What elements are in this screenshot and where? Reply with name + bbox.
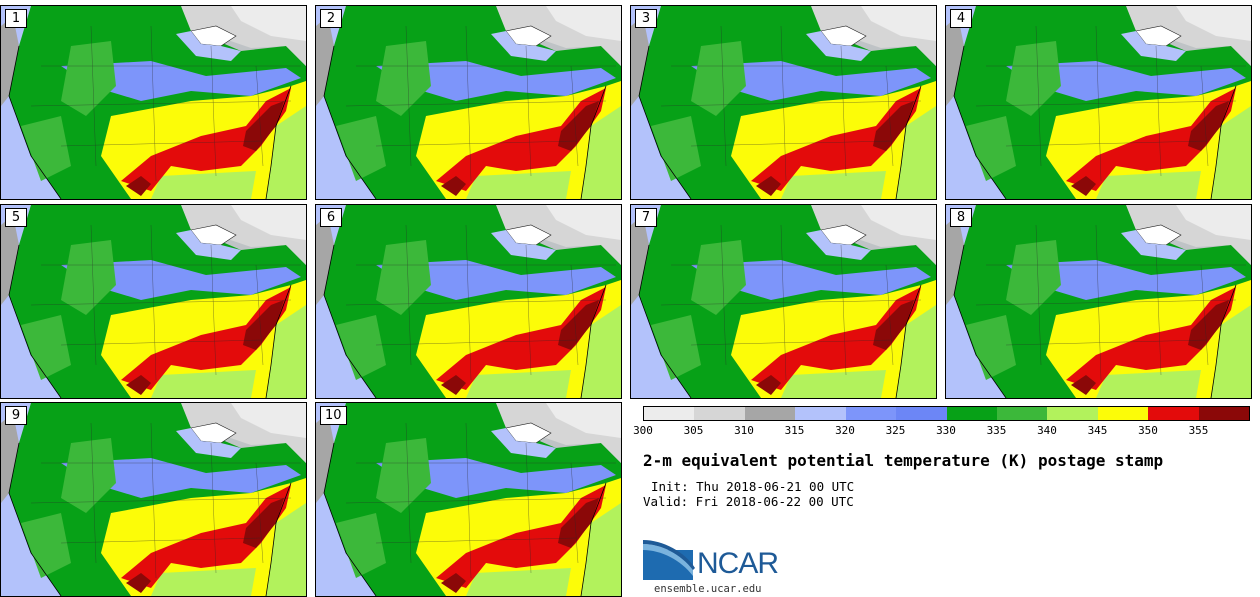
map-image (631, 205, 936, 398)
map-image (1, 403, 306, 596)
map-image (316, 6, 621, 199)
map-panel: 2 (315, 5, 622, 200)
map-image (1, 205, 306, 398)
map-panel: 5 (0, 204, 307, 399)
colorbar-tick: 345 (1087, 424, 1108, 437)
colorbar-segment (1198, 407, 1250, 420)
map-panel: 7 (630, 204, 937, 399)
colorbar-segment (845, 407, 897, 420)
panel-number: 3 (635, 9, 657, 28)
figure-title: 2-m equivalent potential temperature (K)… (643, 451, 1164, 470)
colorbar-ticks: 300 305 310 315 320 325 330 335 340 345 … (633, 424, 1249, 440)
map-panel: 6 (315, 204, 622, 399)
panel-number: 6 (320, 208, 342, 227)
panel-number: 10 (320, 406, 347, 425)
map-image (316, 403, 621, 596)
map-image (631, 6, 936, 199)
panel-number: 8 (950, 208, 972, 227)
colorbar-segment (946, 407, 997, 420)
map-image (316, 205, 621, 398)
colorbar-segment (1148, 407, 1199, 420)
colorbar-segment (1097, 407, 1149, 420)
colorbar-segment (795, 407, 846, 420)
ncar-logo-text: NCAR (697, 547, 779, 580)
map-panel: 1 (0, 5, 307, 200)
map-panel: 8 (945, 204, 1252, 399)
map-image (1, 6, 306, 199)
colorbar-tick: 355 (1188, 424, 1209, 437)
panel-number: 7 (635, 208, 657, 227)
colorbar-tick: 335 (986, 424, 1007, 437)
ncar-logo-icon (643, 540, 695, 580)
website-link[interactable]: ensemble.ucar.edu (654, 583, 762, 595)
colorbar-tick: 330 (936, 424, 956, 437)
panel-number: 1 (5, 9, 27, 28)
colorbar-tick: 300 (633, 424, 653, 437)
panel-number: 5 (5, 208, 27, 227)
colorbar-segment (744, 407, 796, 420)
colorbar-tick: 310 (734, 424, 754, 437)
colorbar-tick: 340 (1037, 424, 1057, 437)
panel-number: 4 (950, 9, 972, 28)
valid-time: Valid: Fri 2018-06-22 00 UTC (643, 494, 854, 509)
colorbar-tick: 315 (784, 424, 805, 437)
map-panel: 10 (315, 402, 622, 597)
colorbar-segment (996, 407, 1048, 420)
panel-number: 9 (5, 406, 27, 425)
map-image (946, 205, 1251, 398)
map-panel: 3 (630, 5, 937, 200)
init-time: Init: Thu 2018-06-21 00 UTC (651, 479, 855, 494)
panel-number: 2 (320, 9, 342, 28)
map-panel: 9 (0, 402, 307, 597)
colorbar-segment (694, 407, 745, 420)
map-panel: 4 (945, 5, 1252, 200)
colorbar-tick: 305 (683, 424, 704, 437)
colorbar (643, 406, 1250, 421)
colorbar-segment (644, 407, 695, 420)
colorbar-tick: 350 (1138, 424, 1158, 437)
colorbar-tick: 320 (835, 424, 855, 437)
map-image (946, 6, 1251, 199)
colorbar-segment (1047, 407, 1098, 420)
colorbar-tick: 325 (885, 424, 906, 437)
colorbar-segment (896, 407, 947, 420)
